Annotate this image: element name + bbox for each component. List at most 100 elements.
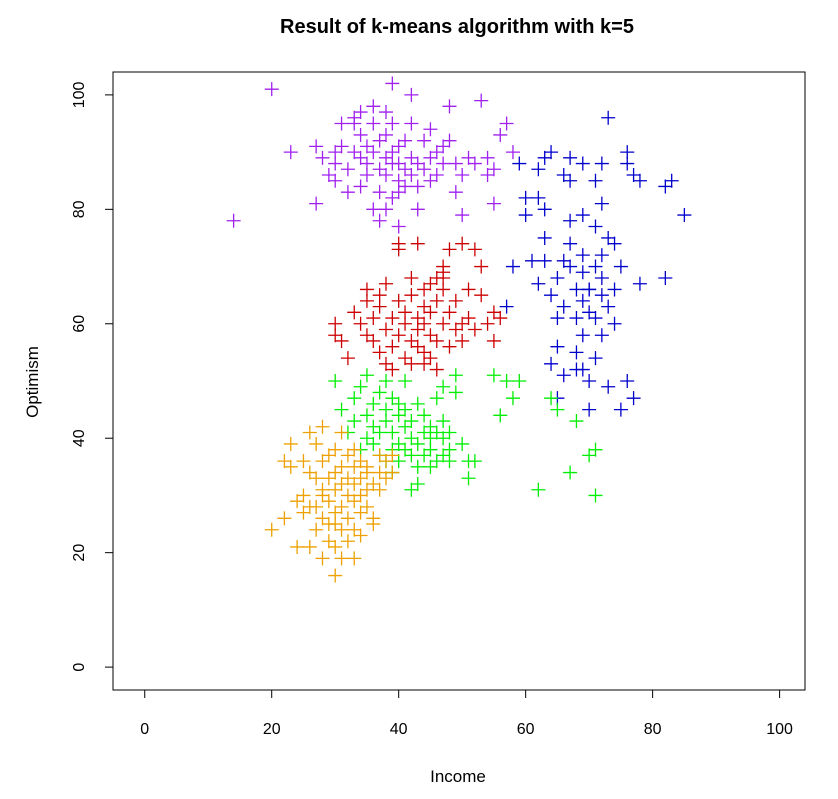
data-point [474, 259, 489, 274]
data-point [601, 110, 616, 125]
data-point [340, 471, 355, 486]
data-point [372, 448, 387, 463]
data-point [334, 139, 349, 154]
data-point [372, 425, 387, 440]
y-tick-label: 100 [71, 81, 88, 108]
data-point [340, 448, 355, 463]
data-point [347, 494, 362, 509]
data-point [366, 202, 381, 217]
data-point [448, 385, 463, 400]
data-point [632, 276, 647, 291]
y-axis-label: Optimism [23, 346, 42, 418]
data-point [417, 356, 432, 371]
data-point [353, 454, 368, 469]
data-point [601, 379, 616, 394]
data-point [550, 271, 565, 285]
data-point [372, 345, 387, 360]
data-point [359, 139, 374, 154]
data-point [277, 454, 292, 469]
data-point [391, 219, 406, 234]
data-point [391, 173, 406, 188]
data-point [398, 374, 413, 388]
data-point [544, 356, 559, 371]
data-point [429, 425, 444, 440]
data-point [417, 408, 432, 423]
data-point [442, 242, 457, 257]
data-point [372, 185, 387, 200]
data-point [613, 259, 628, 274]
data-point [283, 145, 298, 160]
data-point [417, 162, 432, 177]
data-point [582, 305, 597, 320]
data-point [296, 505, 311, 520]
data-point [518, 208, 533, 223]
data-point [353, 488, 368, 503]
y-tick-label: 80 [71, 200, 88, 218]
data-point [353, 505, 368, 520]
data-point [575, 362, 590, 377]
data-point [423, 419, 438, 434]
data-point [359, 482, 374, 497]
data-point [353, 150, 368, 165]
data-point [353, 127, 368, 142]
y-axis: 0 20 40 60 80 100 [71, 81, 114, 672]
data-point [410, 339, 425, 354]
data-point [385, 339, 400, 354]
x-axis-label: Income [430, 767, 486, 786]
data-point [264, 82, 279, 97]
data-point [353, 471, 368, 486]
data-point [328, 173, 343, 188]
data-point [359, 465, 374, 480]
data-point [378, 322, 393, 337]
data-point [410, 396, 425, 411]
data-point [378, 414, 393, 429]
data-point [302, 465, 317, 480]
data-point [417, 425, 432, 440]
data-point [677, 208, 692, 223]
data-point [588, 173, 603, 188]
data-point [423, 328, 438, 343]
data-point [359, 368, 374, 383]
data-point [340, 511, 355, 526]
data-point [493, 127, 508, 142]
data-point [563, 236, 578, 251]
data-point [321, 168, 336, 182]
data-point [417, 282, 432, 297]
data-points [226, 76, 692, 583]
data-point [404, 116, 419, 131]
y-tick-label: 40 [71, 429, 88, 447]
data-point [347, 145, 362, 160]
data-point [315, 551, 330, 566]
data-point [328, 482, 343, 497]
data-point [499, 116, 514, 131]
data-point [499, 374, 514, 388]
data-point [505, 259, 520, 274]
data-point [398, 305, 413, 320]
data-point [378, 127, 393, 142]
data-point [385, 116, 400, 131]
data-point [563, 173, 578, 188]
data-point [486, 368, 501, 383]
data-point [340, 185, 355, 200]
data-point [366, 145, 381, 160]
data-point [328, 465, 343, 480]
data-point [607, 316, 622, 331]
data-point [429, 168, 444, 182]
data-point [391, 242, 406, 257]
data-point [290, 539, 305, 554]
data-point [588, 488, 603, 503]
data-point [378, 168, 393, 182]
data-point [448, 293, 463, 308]
data-point [334, 425, 349, 440]
data-point [569, 311, 584, 326]
data-point [347, 414, 362, 429]
data-point [455, 236, 470, 251]
data-point [378, 105, 393, 120]
data-point [436, 316, 451, 331]
x-tick-label: 40 [390, 721, 408, 738]
data-point [575, 248, 590, 263]
data-point [556, 299, 571, 314]
data-point [315, 488, 330, 503]
data-point [486, 162, 501, 177]
